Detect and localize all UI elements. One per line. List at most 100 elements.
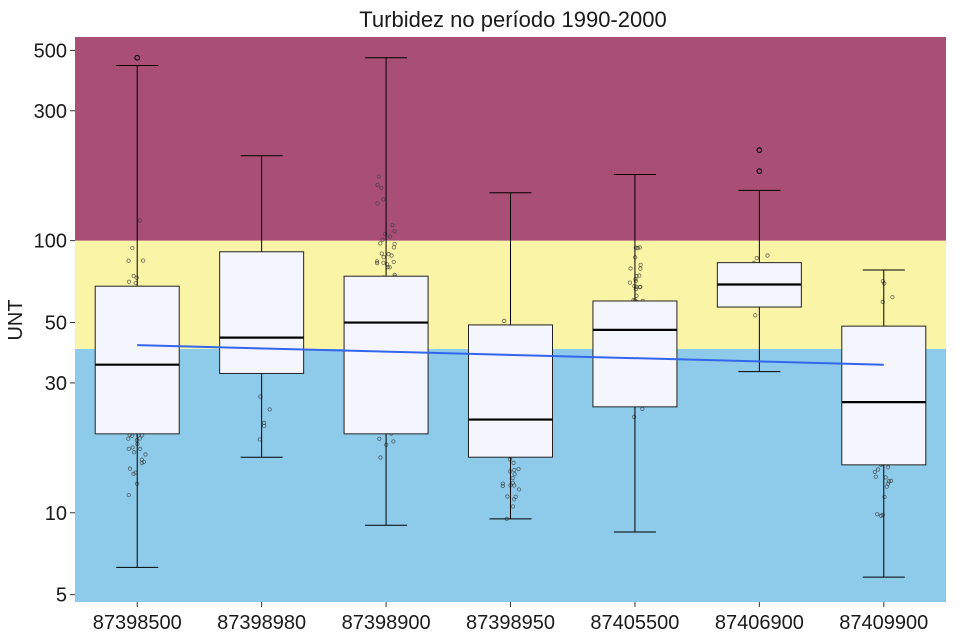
y-axis: 5 10 30 50 100 300 500: [34, 40, 75, 607]
jitter-point: [126, 258, 131, 263]
outlier-point: [756, 147, 763, 153]
jitter-point: [391, 259, 396, 265]
jitter-point: [379, 251, 384, 256]
jitter-point: [383, 231, 388, 237]
jitter-point: [376, 174, 381, 179]
y-tick-label: 500: [34, 40, 67, 62]
jitter-point: [377, 436, 382, 441]
jitter-point: [381, 260, 386, 265]
jitter-point: [137, 218, 142, 223]
jitter-point: [505, 494, 510, 499]
jitter-point: [512, 472, 517, 477]
jitter-point: [390, 222, 395, 228]
jitter-point: [638, 284, 643, 290]
jitter-point: [637, 245, 642, 250]
box-iqr: [343, 275, 429, 435]
jitter-point: [375, 261, 380, 266]
jitter-point: [628, 266, 633, 271]
box-iqr: [219, 251, 305, 374]
jitter-point: [880, 279, 885, 284]
box-iqr: [841, 325, 927, 466]
jitter-point: [130, 445, 135, 450]
jitter-point: [502, 318, 507, 323]
jitter-point: [888, 478, 894, 483]
jitter-point: [386, 252, 391, 257]
jitter-point: [131, 471, 136, 476]
x-tick-label: 87406900: [715, 612, 804, 634]
jitter-point: [378, 455, 383, 460]
jitter-point: [387, 234, 393, 239]
jitter-point: [511, 497, 517, 502]
jitter-point: [633, 278, 638, 284]
jitter-point: [875, 512, 880, 517]
jitter-point: [885, 465, 891, 470]
x-tick-label: 87409900: [839, 612, 928, 634]
jitter-point: [631, 414, 637, 419]
box-87405500: [592, 173, 678, 533]
jitter-point: [131, 450, 137, 455]
jitter-point: [753, 313, 758, 318]
x-axis: 87398500 87398980 87398900 87398950 87405500…: [93, 602, 928, 634]
y-tick-label: 10: [45, 503, 67, 525]
jitter-point: [139, 460, 144, 466]
jitter-point: [890, 295, 895, 300]
jitter-point: [126, 492, 131, 498]
jitter-point: [627, 280, 633, 285]
jitter-point: [126, 436, 131, 441]
jitter-point: [267, 407, 272, 412]
jitter-point: [375, 182, 380, 187]
jitter-point: [141, 258, 146, 263]
jitter-point: [381, 254, 386, 260]
y-axis-title: UNT: [5, 299, 27, 340]
jitter-point: [126, 279, 132, 284]
jitter-point: [872, 469, 878, 475]
jitter-point: [392, 241, 397, 247]
jitter-point: [638, 262, 643, 267]
jitter-point: [880, 512, 885, 518]
x-tick-label: 87405500: [590, 612, 679, 634]
jitter-point: [637, 273, 642, 278]
jitter-point: [754, 256, 759, 261]
jitter-point: [385, 262, 390, 267]
jitter-point: [262, 423, 267, 428]
y-tick-label: 30: [45, 373, 67, 395]
y-tick-label: 50: [45, 313, 67, 335]
jitter-point: [130, 245, 135, 251]
jitter-point: [378, 241, 383, 246]
boxes: [94, 54, 927, 578]
jitter-point: [512, 467, 517, 473]
jitter-point: [500, 481, 505, 486]
jitter-point: [765, 253, 770, 258]
box-iqr: [468, 324, 553, 458]
jitter-point: [379, 185, 384, 191]
x-tick-label: 87398950: [466, 612, 555, 634]
outlier-point: [134, 54, 141, 61]
jitter-point: [500, 483, 505, 489]
jitter-point: [511, 460, 516, 465]
jitter-point: [516, 487, 522, 492]
x-tick-label: 87398980: [217, 612, 306, 634]
trend-line: [137, 344, 884, 366]
jitter-point: [635, 246, 640, 251]
jitter-point: [392, 229, 397, 234]
trend-line-group: [137, 344, 884, 366]
jitter-point: [516, 466, 521, 472]
box-87409900: [841, 269, 927, 578]
jitter-point: [137, 446, 143, 452]
box-87398900: [343, 57, 429, 526]
outlier-point: [756, 168, 763, 174]
jitter-point: [134, 275, 139, 280]
y-tick-label: 5: [56, 585, 67, 607]
jitter-point: [873, 474, 878, 479]
box-87406900: [716, 147, 802, 373]
jitter-point: [885, 481, 891, 486]
jitter-point: [380, 237, 385, 242]
box-87398950: [468, 192, 553, 520]
jitter-point: [510, 504, 516, 509]
jitter-point: [143, 452, 148, 457]
chart-title: Turbidez no período 1990-2000: [359, 7, 666, 32]
box-87398980: [219, 155, 305, 458]
jitter-point: [512, 483, 517, 488]
jitter-point: [262, 420, 267, 425]
